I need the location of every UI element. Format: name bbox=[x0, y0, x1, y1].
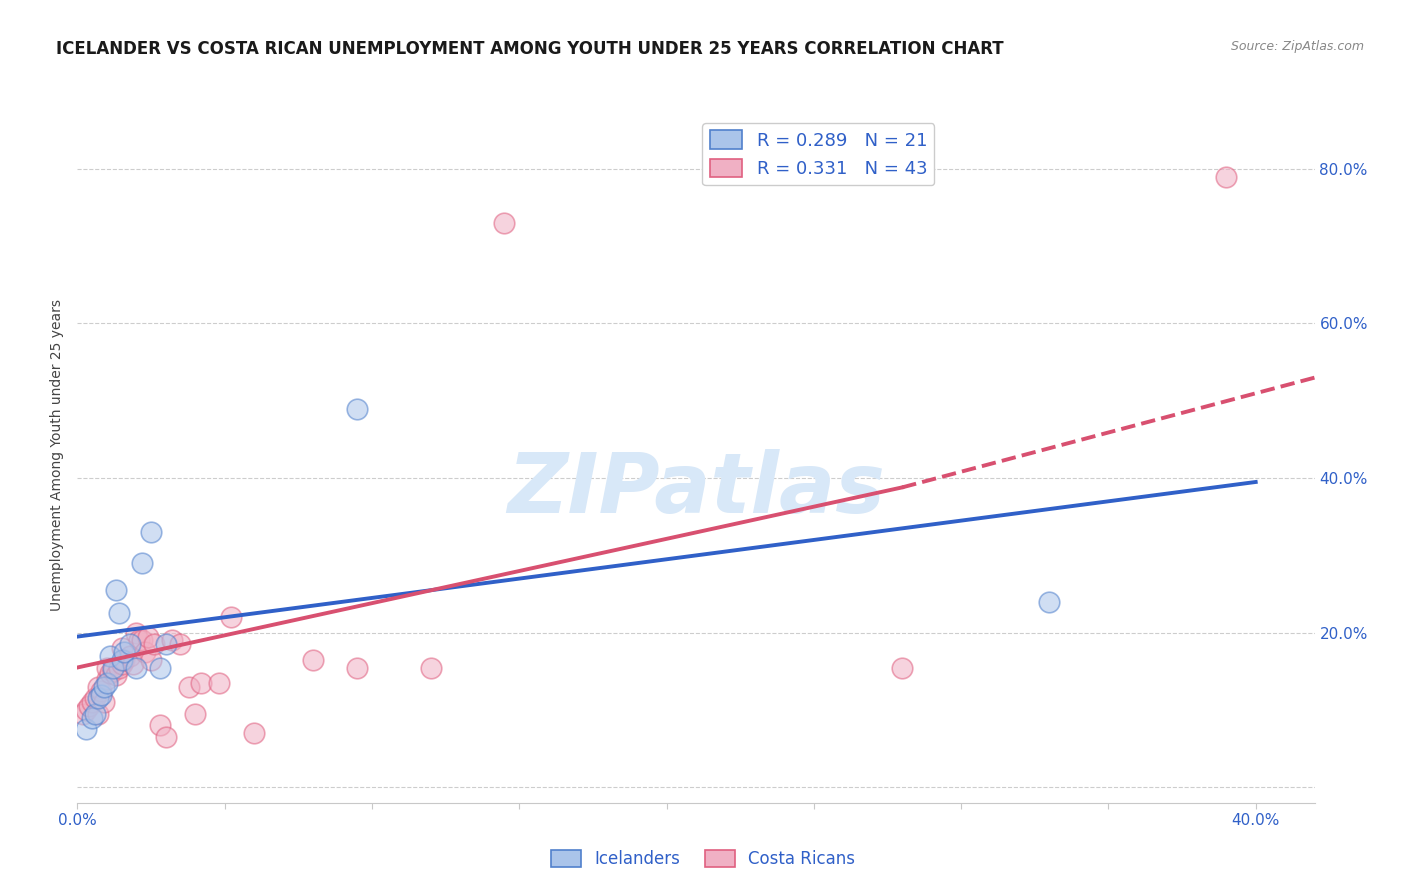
Legend: Icelanders, Costa Ricans: Icelanders, Costa Ricans bbox=[544, 843, 862, 875]
Point bbox=[302, 653, 325, 667]
Point bbox=[142, 637, 165, 651]
Point bbox=[160, 633, 183, 648]
Point bbox=[128, 633, 150, 648]
Point bbox=[77, 699, 100, 714]
Y-axis label: Unemployment Among Youth under 25 years: Unemployment Among Youth under 25 years bbox=[51, 299, 65, 611]
Point bbox=[80, 695, 103, 709]
Point bbox=[120, 637, 142, 651]
Point bbox=[346, 401, 368, 416]
Point bbox=[131, 633, 153, 648]
Point bbox=[155, 637, 177, 651]
Point bbox=[139, 653, 162, 667]
Point bbox=[125, 625, 148, 640]
Point bbox=[104, 668, 127, 682]
Point bbox=[96, 660, 118, 674]
Point bbox=[96, 672, 118, 686]
Point bbox=[84, 706, 107, 721]
Point bbox=[155, 730, 177, 744]
Point bbox=[93, 680, 115, 694]
Point bbox=[891, 660, 914, 674]
Point bbox=[104, 583, 127, 598]
Point bbox=[149, 660, 172, 674]
Point bbox=[190, 676, 212, 690]
Point bbox=[80, 711, 103, 725]
Point bbox=[131, 556, 153, 570]
Point bbox=[90, 683, 112, 698]
Point bbox=[101, 665, 124, 679]
Text: ICELANDER VS COSTA RICAN UNEMPLOYMENT AMONG YOUTH UNDER 25 YEARS CORRELATION CHA: ICELANDER VS COSTA RICAN UNEMPLOYMENT AM… bbox=[56, 40, 1004, 58]
Point bbox=[243, 726, 266, 740]
Point bbox=[107, 660, 129, 674]
Point bbox=[114, 645, 136, 659]
Legend: R = 0.289   N = 21, R = 0.331   N = 43: R = 0.289 N = 21, R = 0.331 N = 43 bbox=[703, 123, 935, 186]
Point bbox=[114, 653, 136, 667]
Point bbox=[98, 648, 121, 663]
Point bbox=[136, 630, 159, 644]
Point bbox=[98, 665, 121, 680]
Point bbox=[75, 703, 97, 717]
Point bbox=[184, 706, 207, 721]
Point bbox=[110, 641, 132, 656]
Point bbox=[419, 660, 441, 674]
Point bbox=[90, 688, 112, 702]
Point bbox=[93, 695, 115, 709]
Text: Source: ZipAtlas.com: Source: ZipAtlas.com bbox=[1230, 40, 1364, 54]
Point bbox=[110, 657, 132, 671]
Point bbox=[1215, 169, 1237, 184]
Point bbox=[125, 660, 148, 674]
Point bbox=[139, 525, 162, 540]
Point bbox=[120, 648, 142, 663]
Point bbox=[169, 637, 191, 651]
Point bbox=[149, 718, 172, 732]
Point bbox=[87, 680, 110, 694]
Point bbox=[84, 691, 107, 706]
Point bbox=[96, 676, 118, 690]
Point bbox=[494, 216, 516, 230]
Point bbox=[1038, 595, 1060, 609]
Point bbox=[75, 723, 97, 737]
Point bbox=[179, 680, 201, 694]
Point bbox=[87, 706, 110, 721]
Point bbox=[107, 607, 129, 621]
Point bbox=[110, 653, 132, 667]
Text: ZIPatlas: ZIPatlas bbox=[508, 450, 884, 530]
Point bbox=[208, 676, 231, 690]
Point bbox=[101, 660, 124, 674]
Point bbox=[346, 660, 368, 674]
Point bbox=[122, 657, 145, 671]
Point bbox=[219, 610, 242, 624]
Point bbox=[87, 691, 110, 706]
Point bbox=[72, 706, 94, 721]
Point bbox=[134, 645, 156, 659]
